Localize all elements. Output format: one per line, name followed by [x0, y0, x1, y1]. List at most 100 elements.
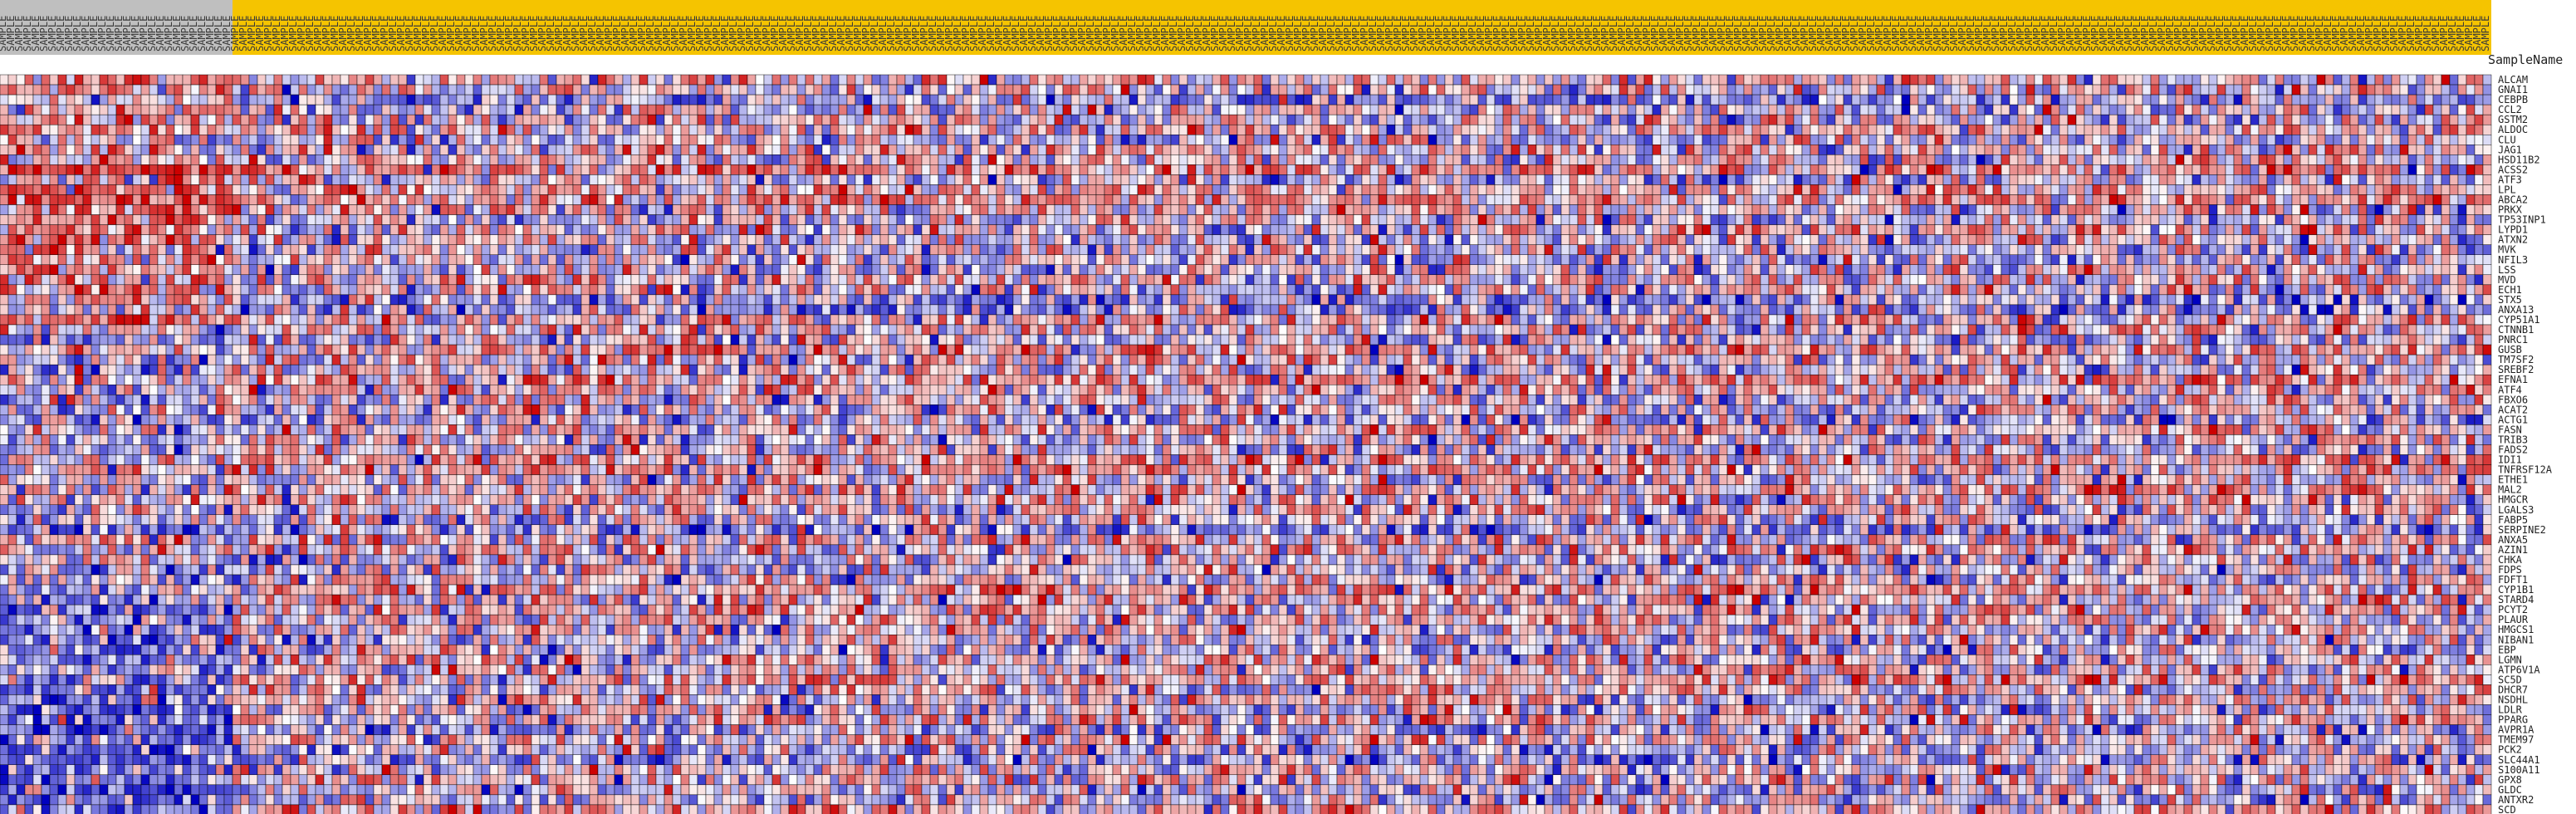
heatmap-cell	[2201, 85, 2209, 95]
heatmap-cell	[1902, 105, 1910, 115]
heatmap-cell	[1827, 105, 1835, 115]
heatmap-cell	[1403, 75, 1412, 85]
heatmap-cell	[656, 225, 664, 235]
heatmap-cell	[2392, 154, 2400, 164]
heatmap-cell	[407, 174, 415, 184]
heatmap-cell	[598, 115, 606, 125]
heatmap-cell	[1802, 174, 1810, 184]
heatmap-cell	[33, 115, 42, 125]
heatmap-cell	[1188, 145, 1196, 154]
heatmap-cell	[482, 154, 490, 164]
heatmap-cell	[1246, 174, 1254, 184]
heatmap-cell	[2151, 85, 2159, 95]
heatmap-cell	[2284, 85, 2292, 95]
heatmap-cell	[698, 95, 706, 105]
heatmap-cell	[2201, 125, 2209, 135]
heatmap-cell	[1287, 75, 1295, 85]
heatmap-cell	[1412, 194, 1420, 204]
heatmap-cell	[50, 135, 58, 145]
heatmap-cell	[1437, 184, 1445, 194]
heatmap-cell	[1677, 215, 1686, 225]
heatmap-cell	[1902, 154, 1910, 164]
heatmap-cell	[183, 85, 191, 95]
heatmap-cell	[1229, 125, 1237, 135]
heatmap-cell	[1179, 135, 1188, 145]
heatmap-cell	[1038, 145, 1046, 154]
heatmap-cell	[581, 194, 590, 204]
heatmap-cell	[523, 174, 531, 184]
heatmap-cell	[797, 125, 806, 135]
heatmap-cell	[806, 154, 814, 164]
heatmap-cell	[515, 174, 523, 184]
heatmap-cell	[988, 145, 997, 154]
heatmap-cell	[930, 85, 938, 95]
heatmap-cell	[531, 194, 540, 204]
heatmap-cell	[1129, 75, 1138, 85]
heatmap-cell	[515, 205, 523, 215]
heatmap-cell	[1976, 95, 1985, 105]
heatmap-cell	[2342, 184, 2350, 194]
heatmap-cell	[1910, 85, 1918, 95]
heatmap-cell	[1636, 164, 1644, 174]
heatmap-cell	[997, 95, 1005, 105]
heatmap-cell	[1993, 174, 2001, 184]
heatmap-cell	[1561, 105, 1570, 115]
heatmap-cell	[1030, 115, 1038, 125]
heatmap-cell	[1005, 95, 1013, 105]
heatmap-cell	[1520, 115, 1528, 125]
heatmap-cell	[1669, 184, 1677, 194]
heatmap-cell	[1511, 184, 1520, 194]
heatmap-cell	[698, 164, 706, 174]
heatmap-cell	[2250, 205, 2259, 215]
heatmap-cell	[1686, 95, 1694, 105]
heatmap-cell	[1910, 194, 1918, 204]
heatmap-cell	[340, 105, 349, 115]
heatmap-cell	[1337, 75, 1345, 85]
heatmap-cell	[656, 95, 664, 105]
heatmap-cell	[2259, 105, 2267, 115]
heatmap-cell	[855, 135, 864, 145]
heatmap-cell	[2350, 75, 2358, 85]
heatmap-cell	[548, 225, 556, 235]
heatmap-cell	[1777, 154, 1785, 164]
heatmap-cell	[332, 95, 340, 105]
heatmap-cell	[764, 154, 772, 164]
heatmap-cell	[432, 174, 440, 184]
heatmap-cell	[507, 174, 515, 184]
heatmap-cell	[1503, 184, 1511, 194]
heatmap-cell	[1586, 145, 1594, 154]
heatmap-cell	[531, 125, 540, 135]
heatmap-cell	[17, 164, 25, 174]
heatmap-cell	[390, 135, 399, 145]
heatmap-cell	[340, 205, 349, 215]
heatmap-cell	[149, 95, 158, 105]
heatmap-cell	[1545, 215, 1553, 225]
heatmap-cell	[266, 95, 274, 105]
heatmap-cell	[880, 85, 889, 95]
heatmap-cell	[590, 115, 598, 125]
heatmap-cell	[1337, 95, 1345, 105]
heatmap-cell	[673, 75, 681, 85]
heatmap-cell	[83, 174, 91, 184]
heatmap-cell	[1254, 125, 1262, 135]
heatmap-cell	[141, 164, 149, 174]
heatmap-cell	[839, 184, 847, 194]
heatmap-cell	[1146, 75, 1154, 85]
heatmap-cell	[1138, 115, 1146, 125]
heatmap-cell	[2350, 105, 2358, 115]
heatmap-cell	[1063, 164, 1071, 174]
heatmap-cell	[1080, 145, 1088, 154]
heatmap-cell	[1810, 145, 1819, 154]
heatmap-cell	[1204, 164, 1212, 174]
heatmap-cell	[1578, 75, 1586, 85]
heatmap-cell	[1254, 215, 1262, 225]
heatmap-cell	[1711, 95, 1719, 105]
heatmap-cell	[1528, 115, 1536, 125]
heatmap-cell	[482, 194, 490, 204]
heatmap-cell	[2408, 115, 2417, 125]
heatmap-cell	[764, 95, 772, 105]
heatmap-cell	[2184, 145, 2192, 154]
heatmap-cell	[1304, 95, 1312, 105]
heatmap-cell	[299, 115, 307, 125]
heatmap-cell	[2392, 115, 2400, 125]
